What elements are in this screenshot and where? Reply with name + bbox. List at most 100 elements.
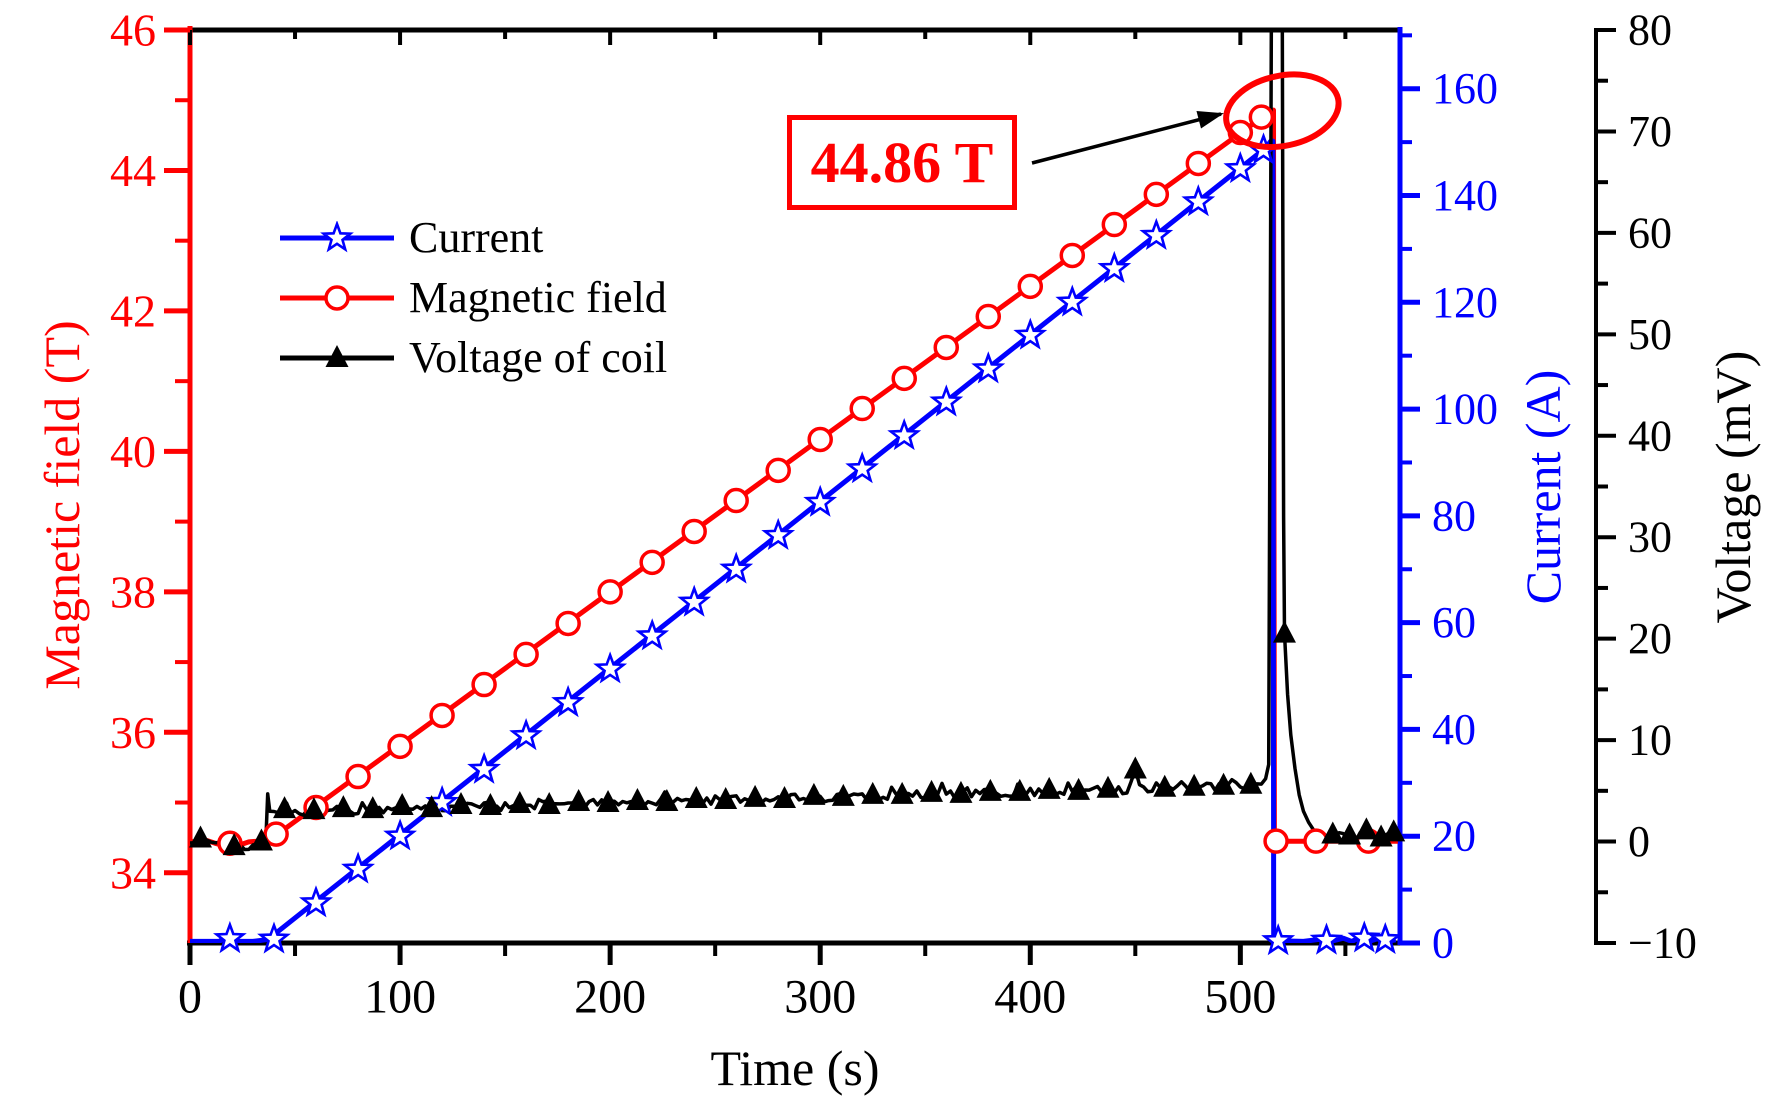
magnetic-field-marker — [891, 365, 917, 392]
x-tick-label: 400 — [994, 971, 1066, 1024]
magnetic-field-marker — [849, 395, 875, 422]
voltage-marker — [1037, 776, 1061, 799]
y-left-tick-label: 44 — [110, 145, 156, 196]
x-tick-label: 100 — [364, 971, 436, 1024]
current-tick-label: 100 — [1432, 385, 1498, 434]
voltage-marker — [189, 825, 213, 848]
legend-item-magnetic-field: Magnetic field — [278, 268, 667, 328]
voltage-tick-label: 80 — [1628, 6, 1672, 55]
legend-item-voltage-of-coil: Voltage of coil — [278, 328, 667, 388]
current-tick-label: 40 — [1432, 705, 1476, 754]
magnetic-field-marker — [555, 610, 581, 637]
voltage-marker — [978, 778, 1002, 801]
voltage-marker — [508, 791, 532, 814]
voltage-marker — [390, 793, 414, 816]
current-marker — [1139, 217, 1174, 250]
current-marker — [1368, 922, 1403, 955]
current-marker — [845, 451, 880, 484]
voltage-tick-label: 50 — [1628, 310, 1672, 359]
voltage-marker — [1272, 620, 1296, 643]
voltage-marker — [1212, 772, 1236, 795]
current-marker — [803, 484, 838, 517]
voltage-marker — [361, 796, 385, 819]
voltage-marker — [1239, 771, 1263, 794]
voltage-marker — [1067, 777, 1091, 800]
voltage-marker — [222, 833, 246, 856]
annotation-arrow-line — [1031, 112, 1222, 165]
current-marker — [719, 551, 754, 584]
voltage-tick-label: 20 — [1628, 614, 1672, 663]
y-left-tick-label: 42 — [110, 285, 156, 336]
current-tick-label: 80 — [1432, 491, 1476, 540]
voltage-marker — [772, 785, 796, 808]
voltage-marker — [596, 790, 620, 813]
current-marker — [635, 618, 670, 651]
current-tick-label: 0 — [1432, 919, 1454, 968]
voltage-marker — [1182, 773, 1206, 796]
magnetic-field-marker — [597, 579, 623, 605]
x-tick-label: 300 — [784, 971, 856, 1024]
current-marker — [299, 885, 334, 918]
current-marker — [257, 921, 291, 954]
magnetic-field-marker — [681, 518, 707, 545]
current-marker — [1181, 184, 1216, 217]
magnetic-field-marker — [765, 457, 791, 484]
legend-item-current: Current — [278, 208, 667, 268]
current-marker — [467, 751, 501, 784]
magnetic-field-marker — [429, 702, 455, 729]
voltage-tick-label: 70 — [1628, 107, 1672, 156]
voltage-marker — [920, 779, 944, 802]
voltage-marker — [1321, 821, 1345, 844]
current-marker — [1055, 284, 1090, 317]
current-marker — [551, 684, 585, 718]
legend-triangle-icon — [325, 345, 349, 367]
current-marker — [761, 517, 796, 550]
legend-label-magnetic-field: Magnetic field — [409, 273, 667, 322]
current-marker — [887, 418, 922, 451]
legend-circle-icon — [324, 285, 350, 311]
magnetic-field-line-circle-icon — [280, 285, 394, 311]
magnetic-field-marker — [1185, 150, 1212, 177]
current-tick-label: 120 — [1432, 278, 1498, 327]
x-tick-label: 500 — [1204, 971, 1276, 1024]
current-line-star-icon — [280, 221, 394, 253]
y-left-tick-label: 36 — [110, 707, 156, 758]
voltage-marker — [567, 788, 591, 811]
current-marker — [971, 351, 1006, 384]
current-marker — [383, 818, 417, 851]
magnetic-field-marker — [807, 426, 833, 453]
current-marker — [593, 651, 628, 684]
voltage-marker — [714, 786, 738, 809]
voltage-tick-label: 30 — [1628, 513, 1672, 562]
y-left-tick-label: 40 — [110, 426, 156, 477]
y-left-tick-label: 34 — [110, 847, 156, 898]
magnetic-field-marker — [263, 821, 289, 847]
voltage-tick-label: −10 — [1628, 919, 1697, 968]
annotation-arrowhead — [1196, 111, 1224, 129]
voltage-marker — [1008, 778, 1032, 801]
magnetic-field-marker — [1143, 181, 1170, 208]
legend-star-icon — [320, 221, 354, 253]
voltage-marker — [684, 785, 708, 808]
peak-value-callout: 44.86 T — [787, 115, 1017, 210]
voltage-marker — [1153, 774, 1177, 797]
voltage-marker — [625, 787, 649, 810]
magnetic-field-marker — [1017, 273, 1044, 300]
magnetic-field-marker — [1263, 828, 1289, 854]
magnetic-field-marker — [1101, 211, 1128, 238]
magnetic-field-marker — [933, 334, 959, 361]
voltage-marker — [802, 782, 826, 805]
magnetic-field-marker — [975, 303, 1002, 330]
voltage-marker — [1096, 775, 1120, 798]
current-marker — [213, 920, 247, 954]
voltage-marker — [655, 788, 679, 811]
voltage-tick-label: 0 — [1628, 817, 1650, 866]
magnetic-field-marker — [345, 763, 371, 790]
voltage-tick-label: 10 — [1628, 716, 1672, 765]
magnetic-field-marker — [723, 487, 749, 514]
voltage-marker — [273, 796, 297, 819]
current-marker — [1309, 922, 1344, 955]
voltage-line-triangle-icon — [280, 345, 394, 367]
current-marker — [1097, 250, 1132, 284]
legend-label-voltage-of-coil: Voltage of coil — [409, 333, 668, 382]
